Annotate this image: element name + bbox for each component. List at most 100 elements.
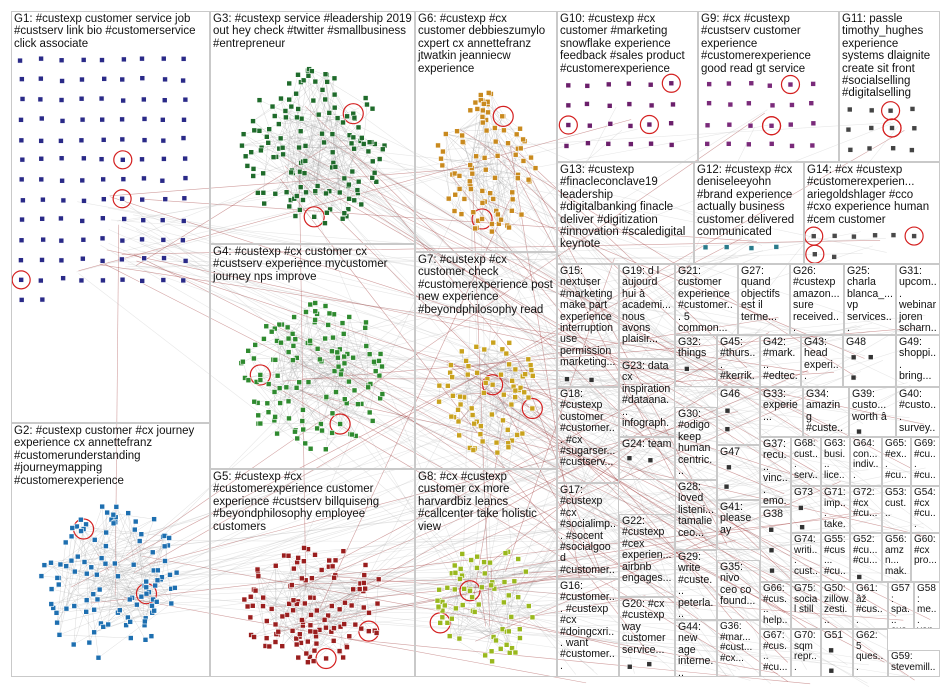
node [99,57,105,63]
group-g53: G53: cust... [882,486,911,533]
node [297,631,303,638]
edge [251,607,364,636]
self-loop [459,580,481,602]
node [181,195,188,202]
group-nodes [429,549,536,665]
node [310,658,317,664]
node [290,357,296,363]
node [487,190,494,196]
node [300,426,307,433]
node [314,345,321,352]
node [364,101,370,108]
group-label: G19: d l aujourd hui à academi... nous a… [622,265,671,346]
node [495,211,501,218]
group-g46: G46 [717,387,760,445]
node [646,661,653,667]
node [167,572,173,578]
group-g62: G62: 5 ques... [853,629,888,677]
edge [442,110,484,152]
edge [482,174,519,192]
group-label: G25: charla blanca_... vp services... [847,265,893,335]
node [769,567,775,574]
node [492,138,499,145]
node [68,557,75,564]
edge [302,178,345,201]
node [789,102,795,108]
edge [105,512,108,533]
node [143,584,150,591]
edge [308,75,323,134]
node [294,114,300,121]
edge [119,519,155,611]
node [301,170,308,177]
node [295,106,301,112]
edge [321,112,330,134]
node [341,210,348,216]
edge [257,572,301,635]
node [138,593,145,600]
node [346,195,352,202]
node [149,603,155,609]
group-nodes [798,505,805,530]
group-label: G23: data cx inspiration #dataana... inf… [622,360,671,437]
node [309,68,315,74]
edge [262,565,276,598]
node [348,602,355,609]
node [626,663,633,670]
edge [307,70,316,192]
edge [272,106,306,162]
node [40,196,46,203]
node [348,140,355,147]
node [115,573,121,580]
edge [256,381,296,432]
group-nodes [704,74,817,149]
edge [59,536,72,635]
edge [86,588,172,601]
node [670,101,676,108]
node [747,122,754,129]
node [503,642,510,648]
node [494,153,501,159]
node [494,449,501,456]
group-label: G55: #cus... #cu... [824,534,846,582]
node [292,336,299,342]
node [526,603,532,609]
edge [305,311,327,399]
node [479,114,486,120]
node [260,603,266,609]
node [112,560,118,567]
node [240,131,247,137]
node [161,533,168,539]
node [302,158,309,164]
edge [342,322,371,385]
node [285,335,292,342]
node [331,311,337,318]
node [501,599,507,606]
edge [127,513,134,565]
edge [247,165,349,187]
edge [482,202,522,215]
node [461,196,468,202]
node [868,125,875,131]
node [266,643,273,650]
edge [282,578,313,617]
node [351,387,358,394]
node [647,457,654,464]
edge [41,522,116,577]
node [468,186,474,192]
edge [294,74,326,199]
node [293,90,299,97]
group-label: G10: #custexp #cx customer #marketing sn… [560,13,685,75]
node [143,590,150,597]
group-g44: G44: new age interne... [675,620,717,677]
edge [115,522,119,613]
node [91,606,97,613]
edge [292,172,347,217]
node [457,566,464,572]
node [256,97,263,103]
edge [459,404,512,436]
edge [267,360,380,404]
node [131,526,138,533]
node [296,379,302,386]
edge [251,152,315,217]
